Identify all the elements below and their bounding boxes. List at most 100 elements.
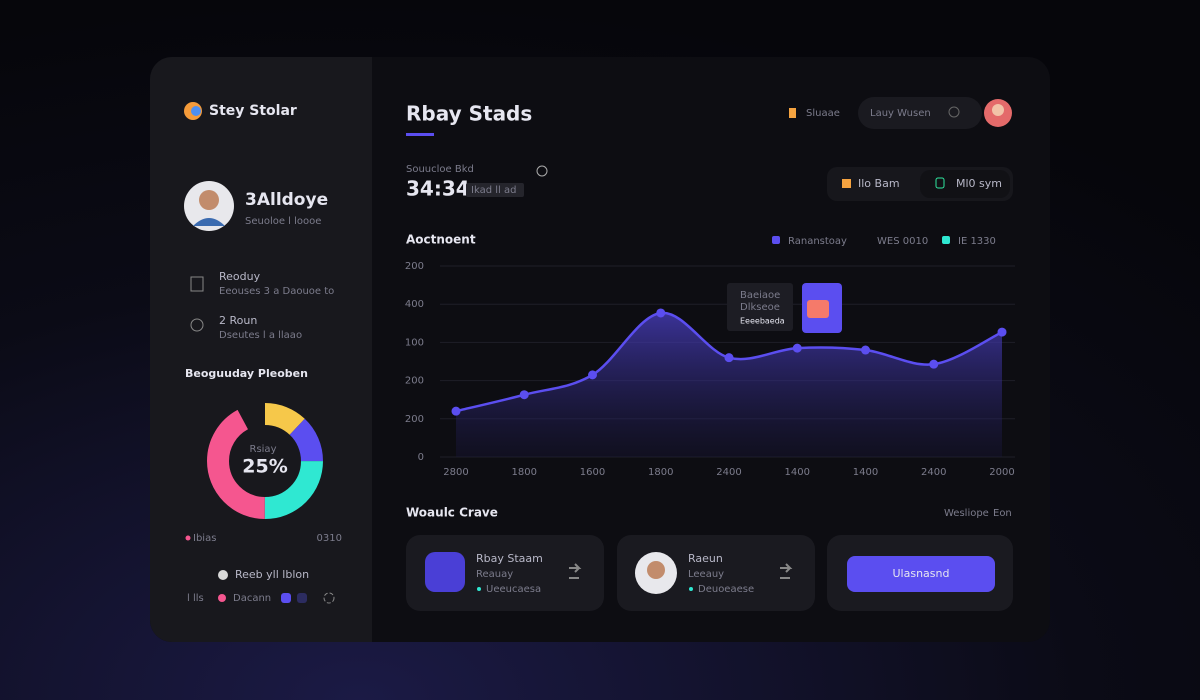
profile-subtitle: Seuoloe l loooe — [245, 216, 321, 227]
point — [656, 308, 666, 318]
link-icon — [789, 108, 796, 118]
x-tick-label: 1800 — [512, 467, 537, 478]
donut-segment — [207, 403, 323, 519]
point — [997, 327, 1007, 337]
tooltip-line: Eeeebaeda — [740, 317, 785, 326]
point — [861, 345, 870, 355]
avatar-body — [193, 218, 225, 226]
pill-text[interactable]: Ilo Bam — [858, 177, 900, 190]
brand[interactable]: Stey Stolar — [209, 103, 297, 119]
tooltip — [727, 283, 793, 331]
button-text[interactable]: Ulasnasnd — [893, 567, 950, 580]
donut-left-label: Ibias — [193, 533, 216, 544]
card-line: Deuoeaese — [698, 584, 754, 595]
top-link[interactable]: Sluaae — [806, 108, 840, 119]
legend-label: Rananstoay — [788, 236, 847, 247]
button[interactable] — [847, 556, 995, 592]
x-tick-label: 2000 — [989, 467, 1014, 478]
point — [792, 343, 802, 353]
page-title: Rbay Stads — [406, 102, 532, 126]
donut-segment — [207, 403, 323, 519]
menu-title[interactable]: Reoduy — [219, 270, 261, 283]
card-arrow — [569, 563, 582, 579]
card-dot — [689, 587, 693, 591]
donut-segment — [207, 403, 323, 519]
tooltip-line: Baeiaoe — [740, 290, 780, 301]
footer-item[interactable]: l lls — [187, 593, 204, 604]
sidebar — [150, 57, 372, 642]
search-icon — [948, 106, 960, 118]
legend-swatch — [942, 236, 950, 244]
chart-title: Aoctnoent — [406, 233, 476, 247]
card-dot — [477, 587, 481, 591]
footer-icon[interactable] — [323, 592, 335, 604]
footer-title: Reeb yll lblon — [235, 568, 309, 581]
pill[interactable] — [920, 170, 1010, 198]
y-tick-label: 0 — [418, 452, 424, 463]
x-tick-label: 1400 — [785, 467, 810, 478]
donut-value: 25% — [242, 456, 287, 478]
footer-icon[interactable] — [297, 593, 307, 603]
section-title: Beoguuday Pleoben — [185, 367, 308, 380]
donut — [207, 403, 323, 519]
search-box[interactable] — [858, 97, 982, 129]
stat-badge-text: Ikad ll ad — [471, 185, 516, 196]
section-title: Woaulc Crave — [406, 506, 498, 520]
window — [150, 57, 1050, 642]
menu-icon — [190, 276, 204, 292]
menu-subtitle: Dseutes l a llaao — [219, 330, 302, 341]
tooltip-marker-icon — [807, 300, 829, 318]
menu-icon — [190, 318, 204, 332]
card-line: Reauay — [476, 569, 513, 580]
x-tick-label: 2800 — [443, 467, 468, 478]
point — [519, 390, 529, 400]
legend-dot — [185, 535, 191, 541]
card-title: Raeun — [688, 552, 723, 565]
footer-dot — [218, 594, 226, 602]
pill-text[interactable]: Ml0 sym — [956, 177, 1002, 190]
x-tick-label: 2400 — [921, 467, 946, 478]
section-link[interactable]: Wesliope — [944, 508, 989, 519]
stat-value: 34:34 — [406, 177, 470, 201]
donut-right-label: 0310 — [317, 533, 342, 544]
card-avatar-face — [647, 561, 665, 579]
legend-label: WES 0010 — [877, 236, 928, 247]
tooltip-line: Dlkseoe — [740, 302, 780, 313]
x-tick-label: 1400 — [853, 467, 878, 478]
x-tick-label: 1800 — [648, 467, 673, 478]
legend-swatch — [772, 236, 780, 244]
avatar-face — [199, 190, 219, 210]
section-link[interactable]: Eon — [993, 508, 1012, 519]
info-icon — [536, 165, 548, 177]
card-title: Rbay Staam — [476, 552, 543, 565]
card-icon — [425, 552, 465, 592]
y-tick-label: 100 — [405, 337, 424, 348]
y-tick-label: 200 — [405, 261, 424, 272]
x-tick-label: 2400 — [716, 467, 741, 478]
point — [724, 353, 734, 363]
footer-item[interactable]: Dacann — [233, 593, 271, 604]
point — [929, 359, 939, 369]
area — [456, 312, 1002, 457]
title-underline — [406, 133, 434, 136]
menu-title[interactable]: 2 Roun — [219, 314, 257, 327]
legend-label: IE 1330 — [958, 236, 996, 247]
menu-subtitle: Eeouses 3 a Daouoe to — [219, 286, 334, 297]
brand-logo — [191, 106, 201, 116]
stat-badge — [466, 183, 524, 197]
donut-label: Rsiay — [250, 444, 277, 455]
card[interactable] — [617, 535, 815, 611]
card-line: Ueeucaesa — [486, 584, 541, 595]
y-tick-label: 400 — [405, 299, 424, 310]
profile-name: 3Alldoye — [245, 190, 328, 210]
chart: 0 200 200 100 400 200 2800 1800 1600 1800 2400 1400… — [405, 236, 1015, 478]
search-text[interactable]: Lauy Wusen — [870, 108, 931, 119]
y-tick-label: 200 — [405, 414, 424, 425]
stat-label: Souucloe Bkd — [406, 164, 474, 175]
card-line: Leeauy — [688, 569, 724, 580]
pill-icon — [842, 179, 851, 188]
footer-icon[interactable] — [281, 593, 291, 603]
x-tick-label: 1600 — [580, 467, 605, 478]
user-avatar-face — [992, 104, 1004, 116]
